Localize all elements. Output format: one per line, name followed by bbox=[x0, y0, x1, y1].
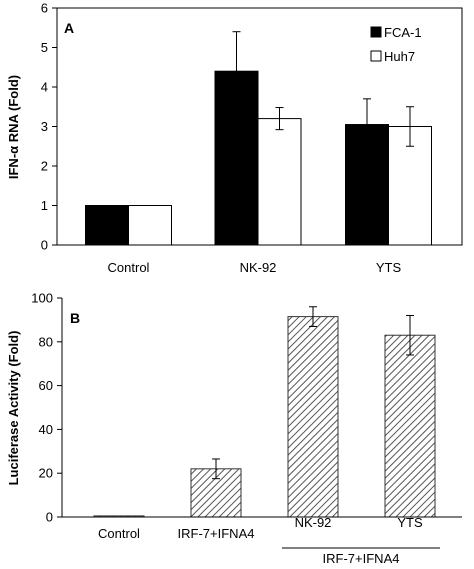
panel-a-y-tick-label: 1 bbox=[41, 198, 48, 213]
panel-b-y-axis-label: Luciferase Activity (Fold) bbox=[6, 331, 21, 486]
panel-b-y-tick-label: 80 bbox=[39, 334, 53, 349]
bar-fca-1-control bbox=[85, 205, 129, 246]
panel-a-y-tick: 1 bbox=[41, 198, 57, 213]
panel-b-y-tick: 80 bbox=[39, 334, 62, 349]
panel-a-y-tick: 2 bbox=[41, 159, 57, 174]
panel-b-x-label-nk-92: NK-92 bbox=[295, 515, 332, 530]
panel-a-y-ticks: 0 1 2 3 4 5 6 bbox=[41, 1, 57, 253]
panel-a-y-axis-label: IFN-α RNA (Fold) bbox=[6, 75, 21, 179]
panel-b-y-tick: 60 bbox=[39, 378, 62, 393]
panel-b-y-ticks: 0 20 40 60 80 100 bbox=[31, 291, 62, 525]
panel-b-y-tick-label: 20 bbox=[39, 466, 53, 481]
panel-a-y-tick-label: 3 bbox=[41, 119, 48, 134]
panel-b-y-tick-label: 40 bbox=[39, 422, 53, 437]
panel-b-x-label-irf-7-ifna4: IRF-7+IFNA4 bbox=[178, 526, 255, 541]
bar-yts bbox=[384, 334, 436, 518]
errorbar-fca-1-yts bbox=[363, 98, 371, 151]
panel-b-y-tick-label: 0 bbox=[46, 510, 53, 525]
errorbar-fca-1-nk-92 bbox=[232, 31, 241, 112]
panel-b-y-tick-label: 100 bbox=[31, 291, 53, 306]
panel-a-y-tick: 5 bbox=[41, 40, 57, 55]
legend-swatch-huh7 bbox=[370, 50, 382, 62]
bar-nk-92 bbox=[287, 316, 339, 518]
bar-huh7-control bbox=[128, 205, 172, 246]
panel-a-x-label-yts: YTS bbox=[376, 260, 402, 275]
panel-a-x-labels: Control NK-92 YTS bbox=[108, 260, 402, 275]
panel-b-y-tick-label: 60 bbox=[39, 378, 53, 393]
panel-a-y-tick: 6 bbox=[41, 1, 57, 16]
panel-b-bars bbox=[93, 316, 436, 518]
panel-b-errorbars bbox=[212, 306, 414, 480]
errorbar-huh7-yts bbox=[406, 106, 414, 147]
panel-b-y-tick: 20 bbox=[39, 466, 62, 481]
panel-a-y-tick: 3 bbox=[41, 119, 57, 134]
panel-a-y-tick-label: 0 bbox=[41, 238, 48, 253]
panel-a-bars bbox=[85, 70, 432, 246]
bar-huh7-nk-92 bbox=[257, 118, 302, 246]
errorbar-huh7-nk-92 bbox=[275, 107, 284, 131]
panel-a-errorbars bbox=[232, 31, 414, 151]
panel-a-y-tick-label: 5 bbox=[41, 40, 48, 55]
legend-label-huh7: Huh7 bbox=[384, 49, 415, 64]
legend-label-fca1: FCA-1 bbox=[384, 25, 422, 40]
panel-b-letter: B bbox=[70, 310, 80, 326]
panel-a-y-tick-label: 2 bbox=[41, 159, 48, 174]
errorbar-irf-7-ifna4 bbox=[212, 458, 220, 480]
panel-a-y-tick-label: 6 bbox=[41, 1, 48, 16]
errorbar-yts bbox=[406, 315, 414, 356]
panel-a-x-label-control: Control bbox=[108, 260, 150, 275]
panel-b-group-label: IRF-7+IFNA4 bbox=[323, 551, 400, 566]
panel-a-y-tick-label: 4 bbox=[41, 80, 48, 95]
panel-b-y-tick: 40 bbox=[39, 422, 62, 437]
panel-b-y-tick: 0 bbox=[46, 510, 62, 525]
panel-a-x-label-nk-92: NK-92 bbox=[240, 260, 277, 275]
panel-a-y-tick: 4 bbox=[41, 80, 57, 95]
panel-a: 0 1 2 3 4 5 6 Control NK-92 YTS A IFN-α RNA (Fol… bbox=[6, 1, 463, 275]
panel-b-x-labels: Control IRF-7+IFNA4 NK-92 YTS bbox=[98, 515, 423, 541]
panel-a-y-tick: 0 bbox=[41, 238, 57, 253]
panel-b-x-label-control: Control bbox=[98, 526, 140, 541]
errorbar-nk-92 bbox=[309, 306, 317, 327]
panel-b-x-label-yts: YTS bbox=[397, 515, 423, 530]
panel-a-legend: FCA-1 Huh7 bbox=[370, 25, 422, 64]
panel-b-y-tick: 100 bbox=[31, 291, 62, 306]
legend-swatch-fca1 bbox=[370, 26, 382, 38]
panel-a-letter: A bbox=[64, 20, 74, 36]
